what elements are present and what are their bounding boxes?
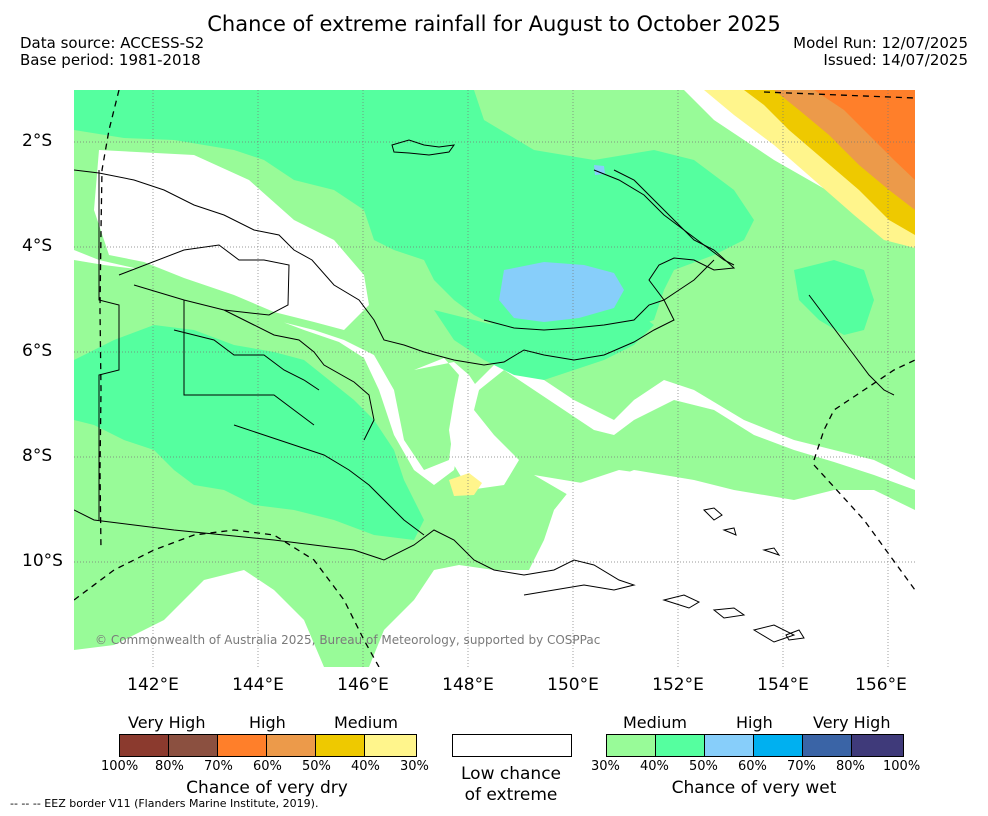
dry-30-40-patch: [449, 473, 482, 496]
lon-label-146e: 146°E: [337, 675, 389, 695]
lat-label-6s: 6°S: [22, 341, 53, 361]
dry-legend-very-high: Very High: [128, 713, 206, 732]
wet-pct-60: 60%: [738, 759, 767, 774]
lon-label-156e: 156°E: [855, 675, 907, 695]
louisiade-islands: [662, 594, 796, 643]
new-guinea-coastline: [74, 169, 736, 366]
rainfall-map[interactable]: [74, 90, 915, 667]
wet-swatch-50-60: [705, 735, 754, 756]
wet-pct-30: 30%: [591, 759, 620, 774]
wet-swatch-80-100: [852, 735, 903, 756]
dry-swatch-80-100: [120, 735, 169, 756]
low-chance-caption-line1: Low chance: [461, 764, 561, 784]
low-chance-caption: Low chance of extreme: [440, 764, 582, 806]
model-run-info: Model Run: 12/07/2025 Issued: 14/07/2025: [793, 35, 968, 69]
dry-legend-colorbar: [119, 734, 417, 757]
lon-label-142e: 142°E: [127, 675, 179, 695]
wet-legend-high: High: [736, 713, 773, 732]
coastline-layer: [74, 139, 895, 643]
new-ireland-coastline: [593, 169, 735, 266]
eez-border: [74, 90, 915, 667]
wet-swatch-60-70: [754, 735, 803, 756]
low-chance-caption-line2: of extreme: [464, 785, 558, 805]
wet-pct-80: 80%: [836, 759, 865, 774]
wet-50-60-small: [594, 165, 605, 175]
wet-legend-colorbar: [606, 734, 904, 757]
wet-50-60-zone: [499, 262, 624, 322]
wet-pct-50: 50%: [689, 759, 718, 774]
dry-swatch-70-80: [169, 735, 218, 756]
wet-swatch-40-50: [656, 735, 705, 756]
wet-40-50-west: [74, 325, 424, 540]
low-chance-swatch: [452, 734, 572, 757]
dry-pct-50: 50%: [302, 759, 331, 774]
provincial-boundaries: [118, 244, 375, 441]
lat-label-4s: 4°S: [22, 236, 53, 256]
dry-legend-caption: Chance of very dry: [186, 778, 348, 798]
lon-label-150e: 150°E: [547, 675, 599, 695]
dry-swatch-60-70: [218, 735, 267, 756]
map-canvas: [74, 90, 915, 667]
low-chance-central: [414, 358, 519, 490]
international-border: [98, 170, 120, 520]
dry-pct-40: 40%: [351, 759, 380, 774]
lon-label-144e: 144°E: [232, 675, 284, 695]
dry-swatch-50-60: [267, 735, 316, 756]
model-run-text: Model Run: 12/07/2025: [793, 34, 968, 52]
dry-60-70-zone: [814, 90, 915, 180]
wet-legend-medium: Medium: [623, 713, 687, 732]
lon-label-152e: 152°E: [652, 675, 704, 695]
dry-pct-80: 80%: [155, 759, 184, 774]
base-period-text: Base period: 1981-2018: [20, 51, 201, 69]
trobriand-islands: [702, 507, 805, 641]
lat-label-2s: 2°S: [22, 131, 53, 151]
new-britain-coastline: [483, 259, 715, 331]
wet-pct-100: 100%: [883, 759, 921, 774]
wet-legend-very-high: Very High: [813, 713, 891, 732]
data-source-text: Data source: ACCESS-S2: [20, 34, 205, 52]
map-title: Chance of extreme rainfall for August to…: [207, 12, 781, 36]
dry-swatch-40-50: [316, 735, 365, 756]
graticule: [74, 90, 915, 667]
wet-legend-caption: Chance of very wet: [671, 778, 837, 798]
wet-pct-40: 40%: [640, 759, 669, 774]
lat-label-8s: 8°S: [22, 446, 53, 466]
bougainville-coastline: [808, 294, 895, 396]
lon-label-148e: 148°E: [442, 675, 494, 695]
gulf-coastline: [233, 424, 425, 536]
wet-40-50-centre: [434, 310, 654, 380]
low-chance-south: [414, 470, 915, 667]
papuan-peninsula-coastline: [74, 509, 636, 596]
lon-label-154e: 154°E: [757, 675, 809, 695]
wet-swatch-30-40: [607, 735, 656, 756]
copyright-notice: © Commonwealth of Australia 2025, Bureau…: [95, 633, 601, 647]
dry-pct-70: 70%: [204, 759, 233, 774]
dry-pct-30: 30%: [400, 759, 429, 774]
low-chance-southwest: [74, 570, 324, 667]
wet-swatch-70-80: [803, 735, 852, 756]
data-source-info: Data source: ACCESS-S2 Base period: 1981…: [20, 35, 204, 69]
dry-pct-60: 60%: [253, 759, 282, 774]
dry-swatch-30-40: [365, 735, 416, 756]
eez-border-note: -- -- -- EEZ border V11 (Flanders Marine…: [10, 797, 319, 810]
wet-40-50-east: [794, 260, 874, 335]
lat-label-10s: 10°S: [22, 551, 63, 571]
dry-legend-high: High: [249, 713, 286, 732]
low-chance-west: [94, 150, 369, 330]
dry-pct-100: 100%: [101, 759, 139, 774]
manus-coastline: [391, 139, 456, 156]
wet-pct-70: 70%: [787, 759, 816, 774]
dry-legend-medium: Medium: [334, 713, 398, 732]
issued-text: Issued: 14/07/2025: [823, 51, 968, 69]
